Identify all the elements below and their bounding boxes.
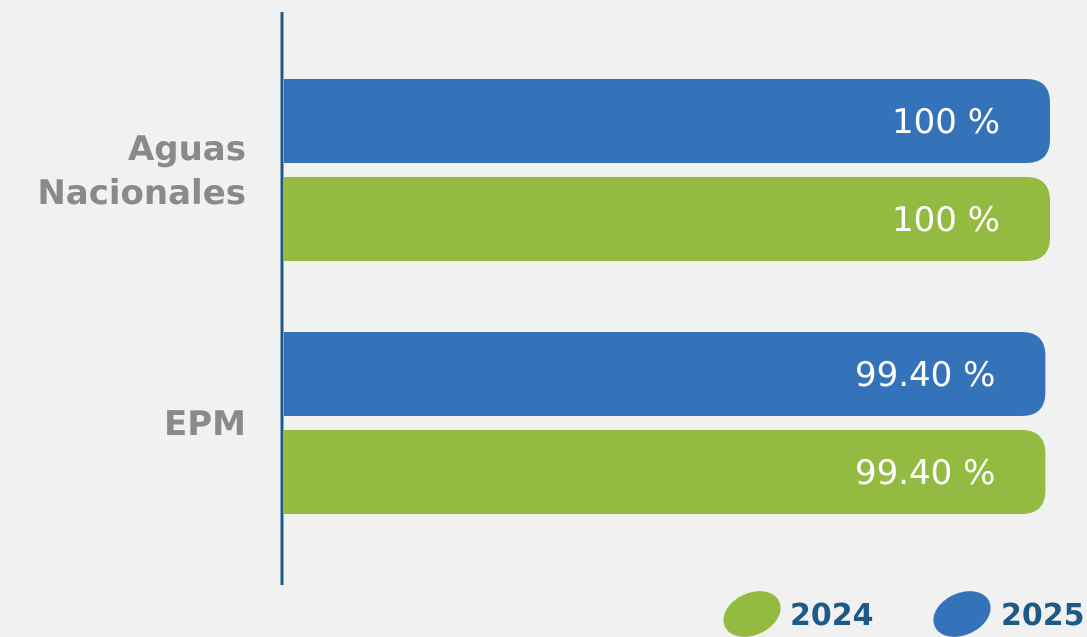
- category-label: Aguas: [128, 129, 246, 169]
- legend: 2024 2025: [723, 591, 1085, 637]
- bar-aguas-nacionales-2024: [284, 177, 1050, 261]
- value-label-aguas-nacionales-2024: 100 %: [892, 200, 1000, 240]
- legend-swatch-2025: [933, 591, 991, 637]
- legend-swatch-2024: [723, 591, 781, 637]
- bar-epm-2025: [284, 332, 1046, 416]
- legend-label-2024: 2024: [790, 598, 874, 633]
- value-label-aguas-nacionales-2025: 100 %: [892, 102, 1000, 142]
- bar-epm-2024: [284, 430, 1046, 514]
- bars-group: 100 % 100 % 99.40 % 99.40 %: [284, 79, 1050, 514]
- legend-label-2025: 2025: [1001, 598, 1085, 633]
- category-label: Nacionales: [37, 173, 246, 213]
- value-label-epm-2025: 99.40 %: [855, 355, 995, 395]
- value-label-epm-2024: 99.40 %: [855, 453, 995, 493]
- category-label: EPM: [164, 404, 246, 444]
- bar-aguas-nacionales-2025: [284, 79, 1050, 163]
